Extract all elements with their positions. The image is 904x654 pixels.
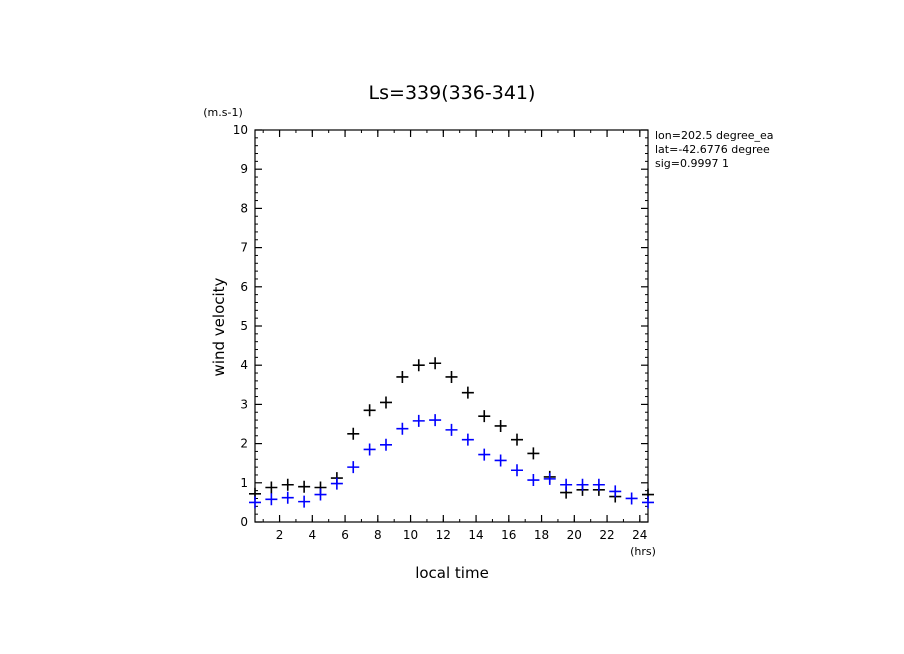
y-tick-label: 1	[240, 476, 248, 490]
x-tick-label: 12	[436, 528, 451, 542]
x-tick-label: 6	[341, 528, 349, 542]
data-point	[249, 496, 261, 509]
annotation-lat: lat=-42.6776 degree	[655, 143, 770, 156]
series-1	[249, 414, 654, 509]
annotation-lon: lon=202.5 degree_ea	[655, 129, 774, 142]
annotation-clip-mask	[779, 128, 839, 173]
x-tick-label: 18	[534, 528, 549, 542]
data-point	[412, 359, 425, 372]
data-point	[429, 357, 442, 370]
y-tick-label: 6	[240, 280, 248, 294]
x-tick-label: 24	[632, 528, 647, 542]
x-tick-label: 4	[308, 528, 316, 542]
y-tick-label: 8	[240, 201, 248, 215]
data-point	[396, 370, 409, 383]
y-tick-label: 3	[240, 397, 248, 411]
data-point	[445, 370, 458, 383]
y-tick-label: 4	[240, 358, 248, 372]
data-point	[396, 422, 409, 435]
x-tick-label: 8	[374, 528, 382, 542]
data-point	[265, 481, 278, 494]
data-point	[642, 496, 654, 509]
data-point	[445, 423, 458, 436]
data-point	[461, 433, 474, 446]
data-point	[298, 480, 311, 493]
data-point	[363, 404, 376, 417]
data-point	[560, 478, 573, 491]
data-point	[298, 495, 311, 508]
y-tick-label: 9	[240, 162, 248, 176]
data-point	[494, 419, 507, 432]
y-tick-label: 7	[240, 241, 248, 255]
data-point	[330, 477, 343, 490]
chart-title: Ls=339(336-341)	[369, 82, 536, 104]
y-tick-label: 5	[240, 319, 248, 333]
plot-frame	[254, 129, 649, 523]
data-point	[511, 464, 523, 477]
data-point	[412, 414, 425, 427]
data-point	[527, 474, 540, 487]
data-point	[265, 493, 278, 506]
data-point	[380, 438, 392, 451]
data-point	[347, 461, 360, 474]
data-point	[314, 488, 327, 501]
data-point	[625, 492, 638, 505]
data-point	[429, 414, 442, 427]
data-point	[281, 478, 294, 491]
data-point	[527, 447, 540, 460]
y-tick-label: 2	[240, 437, 248, 451]
data-points	[249, 357, 654, 509]
y-unit-label: (m.s-1)	[203, 106, 243, 119]
data-point	[363, 443, 376, 456]
x-tick-label: 16	[501, 528, 516, 542]
x-axis-label: local time	[415, 564, 489, 582]
data-point	[478, 448, 491, 461]
data-point	[281, 491, 294, 504]
x-tick-label: 20	[567, 528, 582, 542]
x-unit-label: (hrs)	[630, 545, 656, 558]
data-point	[461, 386, 474, 399]
data-point	[576, 478, 589, 491]
data-point	[609, 485, 622, 498]
y-tick-label: 0	[240, 515, 248, 529]
x-tick-label: 14	[468, 528, 483, 542]
y-tick-label: 10	[233, 123, 248, 137]
data-point	[543, 472, 556, 485]
data-point	[592, 478, 605, 491]
x-tick-label: 10	[403, 528, 418, 542]
data-point	[511, 433, 523, 446]
x-tick-label: 22	[599, 528, 614, 542]
y-axis-label: wind velocity	[210, 277, 228, 376]
data-point	[494, 454, 507, 467]
data-point	[347, 427, 360, 440]
annotation-sig: sig=0.9997 1	[655, 157, 729, 170]
data-point	[380, 396, 392, 409]
data-point	[478, 410, 491, 423]
x-tick-label: 2	[276, 528, 284, 542]
